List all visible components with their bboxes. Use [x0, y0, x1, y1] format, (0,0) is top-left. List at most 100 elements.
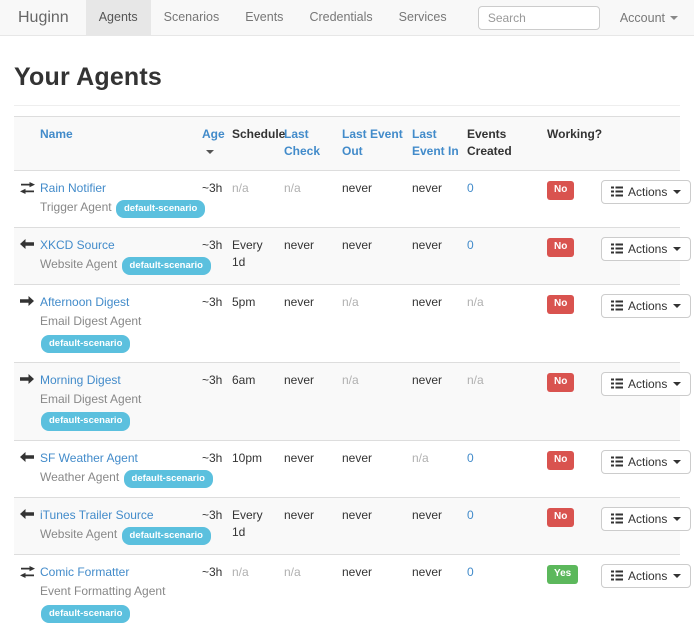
scenario-badge[interactable]: default-scenario: [41, 334, 131, 353]
account-dropdown[interactable]: Account: [620, 11, 678, 25]
sort-age-link[interactable]: Age: [202, 127, 225, 141]
working-cell: No: [547, 283, 601, 363]
last-event-in-cell: never: [412, 361, 467, 441]
actions-button[interactable]: Actions: [601, 236, 692, 261]
last-event-out-cell: never: [342, 439, 412, 498]
agent-name-link[interactable]: SF Weather Agent: [40, 450, 138, 465]
agent-type-label: Trigger Agent: [40, 199, 112, 214]
navbar-right: Account: [477, 0, 694, 35]
scenario-badge[interactable]: default-scenario: [123, 469, 213, 488]
search-input[interactable]: [477, 5, 600, 30]
transfer-icon: [20, 565, 35, 578]
col-header-events-created: Events Created: [467, 116, 547, 171]
actions-button[interactable]: Actions: [601, 293, 692, 318]
last-check-cell: n/a: [284, 553, 342, 632]
events-created-link[interactable]: 0: [467, 564, 474, 579]
agent-type-label: Email Digest Agent: [40, 391, 142, 406]
actions-button[interactable]: Actions: [601, 179, 692, 204]
status-badge: No: [547, 294, 575, 314]
scenario-badge[interactable]: default-scenario: [121, 256, 211, 275]
agent-type-label: Event Formatting Agent: [40, 583, 166, 598]
schedule-cell: n/a: [232, 180, 249, 195]
last-event-in-cell: never: [412, 226, 467, 285]
last-event-out-cell: never: [342, 496, 412, 555]
main-content: Your Agents Name Age Schedule Last Check…: [14, 63, 692, 632]
events-created-link[interactable]: 0: [467, 507, 474, 522]
col-header-schedule: Schedule: [232, 116, 285, 171]
working-cell: Yes: [547, 553, 601, 632]
agent-name-link[interactable]: Comic Formatter: [40, 564, 130, 579]
table-row: XKCD Source Website Agent default-scenar…: [14, 226, 692, 285]
sort-last-event-out-link[interactable]: Last Event Out: [342, 127, 403, 159]
last-event-out-cell: never: [342, 226, 412, 285]
arrow-left-icon: [20, 238, 34, 249]
age-cell: ~3h: [202, 226, 232, 285]
working-cell: No: [547, 439, 601, 498]
agent-type-label: Website Agent: [40, 256, 118, 271]
schedule-cell: Every 1d: [232, 496, 284, 555]
last-event-in-cell: n/a: [412, 439, 467, 498]
sort-name-link[interactable]: Name: [40, 127, 73, 141]
status-badge: No: [547, 450, 575, 470]
chevron-down-icon: [670, 15, 678, 20]
arrow-left-icon: [20, 508, 34, 519]
agent-name-link[interactable]: Rain Notifier: [40, 180, 107, 195]
list-icon: [611, 456, 623, 467]
list-icon: [611, 570, 623, 581]
agent-name-link[interactable]: iTunes Trailer Source: [40, 507, 154, 522]
events-created-cell: 0: [467, 226, 547, 285]
brand-logo[interactable]: Huginn: [18, 9, 69, 26]
events-created-cell: 0: [467, 553, 547, 632]
chevron-down-icon: [673, 516, 682, 521]
events-created-link[interactable]: 0: [467, 180, 474, 195]
divider: [14, 105, 680, 106]
actions-label: Actions: [628, 298, 668, 313]
last-event-out-cell: n/a: [342, 361, 412, 441]
scenario-badge[interactable]: default-scenario: [115, 199, 206, 218]
chevron-down-icon: [673, 303, 682, 308]
chevron-down-icon: [673, 573, 682, 578]
actions-button[interactable]: Actions: [601, 371, 692, 396]
chevron-down-icon: [673, 246, 682, 251]
agent-name-link[interactable]: Morning Digest: [40, 372, 121, 387]
col-header-last-event-in: Last Event In: [412, 116, 467, 171]
events-created-link[interactable]: 0: [467, 450, 474, 465]
arrow-left-icon: [20, 451, 34, 462]
scenario-badge[interactable]: default-scenario: [41, 412, 131, 431]
table-row: SF Weather Agent Weather Agent default-s…: [14, 439, 692, 498]
sort-last-event-in-link[interactable]: Last Event In: [412, 127, 459, 159]
last-event-out-cell: never: [342, 180, 373, 195]
list-icon: [611, 243, 623, 254]
scenario-badge[interactable]: default-scenario: [121, 526, 211, 545]
events-created-cell: n/a: [467, 283, 547, 363]
scenario-badge[interactable]: default-scenario: [41, 604, 131, 623]
nav-item-events[interactable]: Events: [245, 10, 284, 24]
last-event-out-cell: n/a: [342, 283, 412, 363]
last-check-cell: never: [284, 226, 342, 285]
nav-item-scenarios[interactable]: Scenarios: [163, 10, 220, 24]
schedule-cell: 10pm: [232, 439, 284, 498]
actions-button[interactable]: Actions: [601, 449, 692, 474]
age-cell: ~3h: [202, 283, 232, 363]
table-header-row: Name Age Schedule Last Check Last Event …: [14, 116, 680, 171]
actions-button[interactable]: Actions: [601, 563, 692, 588]
working-cell: No: [547, 170, 601, 227]
table-row: Afternoon Digest Email Digest Agent defa…: [14, 283, 692, 363]
table-row: Rain Notifier Trigger Agent default-scen…: [14, 170, 692, 227]
agent-name-link[interactable]: XKCD Source: [40, 237, 115, 252]
list-icon: [611, 186, 623, 197]
nav-item-credentials[interactable]: Credentials: [309, 10, 373, 24]
chevron-down-icon: [673, 381, 682, 386]
sort-last-check-link[interactable]: Last Check: [284, 127, 321, 159]
working-cell: No: [547, 226, 601, 285]
status-badge: No: [547, 180, 575, 200]
status-badge: No: [547, 507, 575, 527]
nav-item-services[interactable]: Services: [398, 10, 447, 24]
schedule-cell: 5pm: [232, 283, 284, 363]
nav-item-agents[interactable]: Agents: [85, 0, 151, 35]
agent-name-link[interactable]: Afternoon Digest: [40, 294, 130, 309]
actions-button[interactable]: Actions: [601, 506, 692, 531]
last-event-in-cell: never: [412, 553, 467, 632]
last-event-in-cell: never: [412, 180, 443, 195]
events-created-link[interactable]: 0: [467, 237, 474, 252]
